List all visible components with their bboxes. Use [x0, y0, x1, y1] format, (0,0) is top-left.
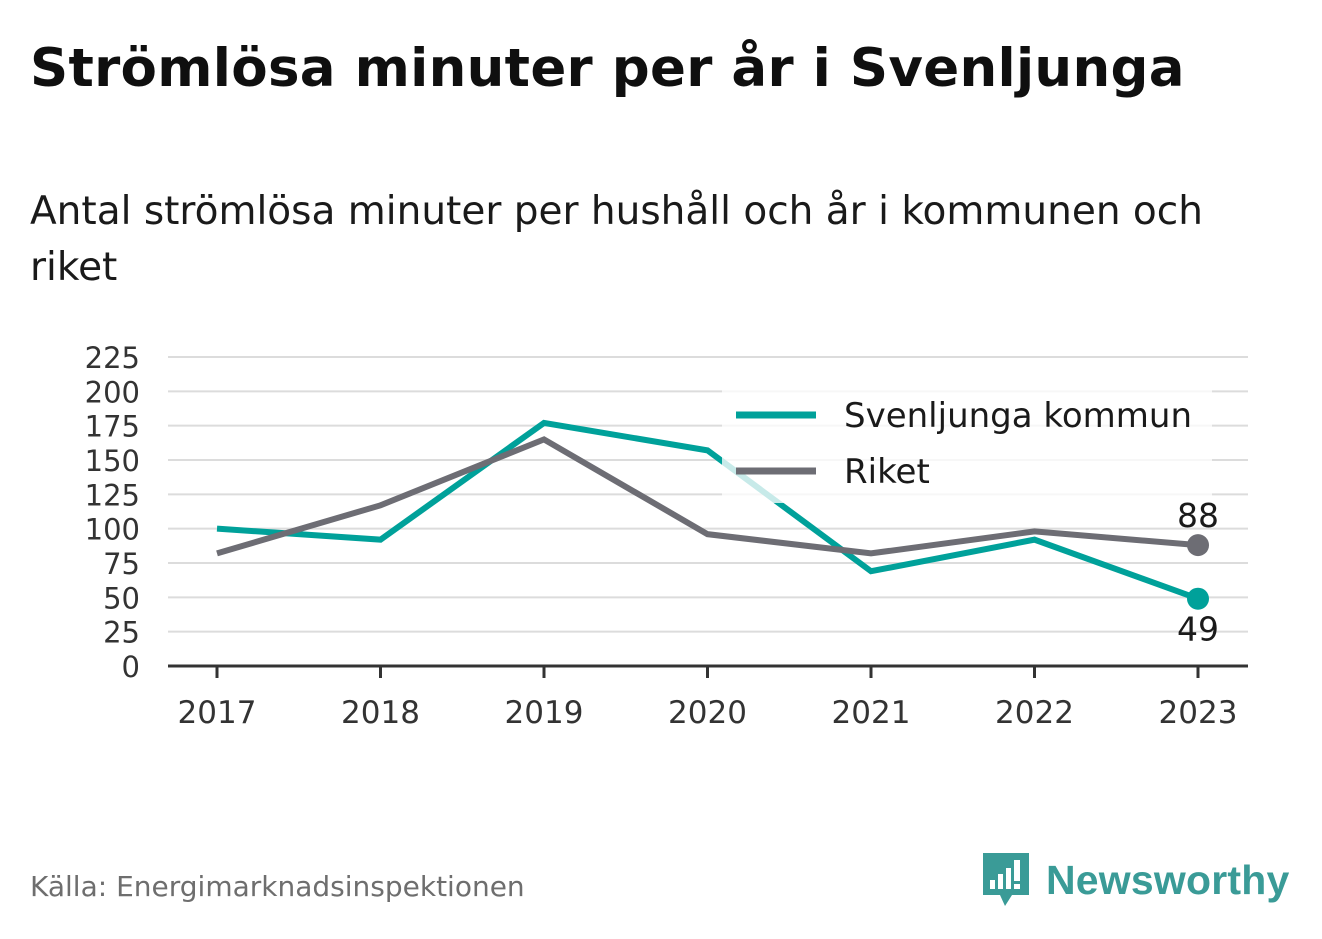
- x-axis: 2017 2018 2019 2020 2021 2022 2023: [168, 664, 1248, 731]
- end-value-label: 49: [1177, 610, 1219, 649]
- series-lines: [216, 419, 1200, 602]
- y-tick-label: 100: [85, 513, 140, 547]
- y-tick-label: 0: [122, 650, 140, 684]
- y-tick-label: 25: [103, 616, 140, 650]
- chart-subtitle: Antal strömlösa minuter per hushåll och …: [30, 189, 1203, 290]
- series-line-riket: [216, 436, 1199, 557]
- y-tick-label: 50: [103, 581, 140, 615]
- x-tick-label: 2019: [505, 695, 584, 731]
- legend-label: Svenljunga kommun: [844, 396, 1192, 436]
- end-value-label: 88: [1177, 496, 1219, 535]
- x-tick-label: 2017: [178, 695, 257, 731]
- x-tick-label: 2023: [1159, 695, 1238, 731]
- end-markers: 49 88: [1177, 496, 1219, 649]
- y-tick-label: 200: [85, 375, 140, 409]
- y-tick-label: 225: [85, 341, 140, 375]
- end-point-marker: [1187, 534, 1209, 557]
- x-tick-label: 2020: [668, 695, 747, 731]
- end-point-marker: [1187, 587, 1209, 610]
- x-tick-label: 2021: [832, 695, 911, 731]
- legend-label: Riket: [844, 452, 930, 492]
- brand-name: Newsworthy: [1046, 856, 1290, 903]
- series-line-svenljunga: [216, 419, 1200, 602]
- newsworthy-logo-icon: [983, 853, 1029, 906]
- x-tick-label: 2022: [995, 695, 1074, 731]
- legend: Svenljunga kommun Riket: [722, 385, 1212, 503]
- brand[interactable]: Newsworthy: [980, 850, 1290, 910]
- legend-background: [722, 385, 1212, 503]
- source-note: Källa: Energimarknadsinspektionen: [30, 870, 525, 903]
- y-tick-label: 125: [85, 478, 140, 512]
- y-tick-label: 175: [85, 410, 140, 444]
- y-tick-label: 150: [85, 444, 140, 478]
- chart-title: Strömlösa minuter per år i Svenljunga: [30, 38, 1185, 99]
- y-tick-label: 75: [103, 547, 140, 581]
- x-tick-label: 2018: [341, 695, 420, 731]
